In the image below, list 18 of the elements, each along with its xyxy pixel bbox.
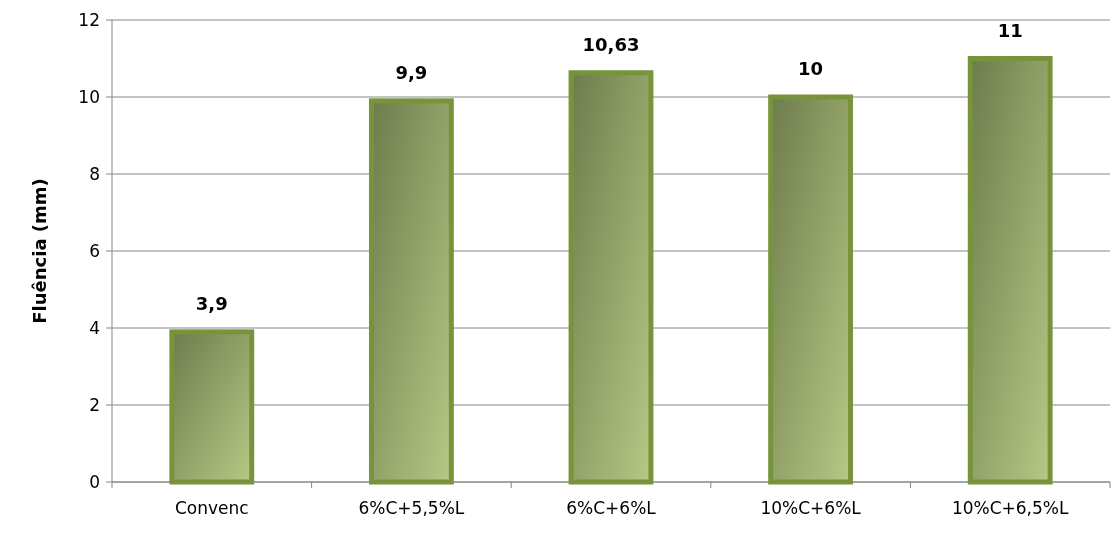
y-tick-label: 8 bbox=[89, 163, 100, 184]
y-axis-title: Fluência (mm) bbox=[29, 178, 50, 324]
data-label: 3,9 bbox=[195, 292, 228, 314]
x-tick-label: 10%C+6%L bbox=[760, 498, 862, 518]
y-tick-label: 12 bbox=[78, 9, 100, 30]
data-label: 10 bbox=[798, 58, 824, 79]
x-tick-label: Convenc bbox=[174, 498, 249, 518]
y-tick-label: 2 bbox=[89, 394, 100, 415]
x-tick-label: 6%C+5,5%L bbox=[358, 498, 465, 518]
y-tick-label: 0 bbox=[89, 471, 100, 492]
y-tick-label: 6 bbox=[89, 240, 100, 261]
y-tick-label: 4 bbox=[89, 317, 100, 338]
x-tick-label: 10%C+6,5%L bbox=[951, 498, 1070, 518]
data-label: 10,63 bbox=[582, 33, 640, 55]
y-tick-label: 10 bbox=[78, 86, 100, 107]
data-label: 9,9 bbox=[395, 61, 428, 83]
data-label: 11 bbox=[997, 19, 1023, 41]
x-tick-label: 6%C+6%L bbox=[566, 498, 657, 518]
